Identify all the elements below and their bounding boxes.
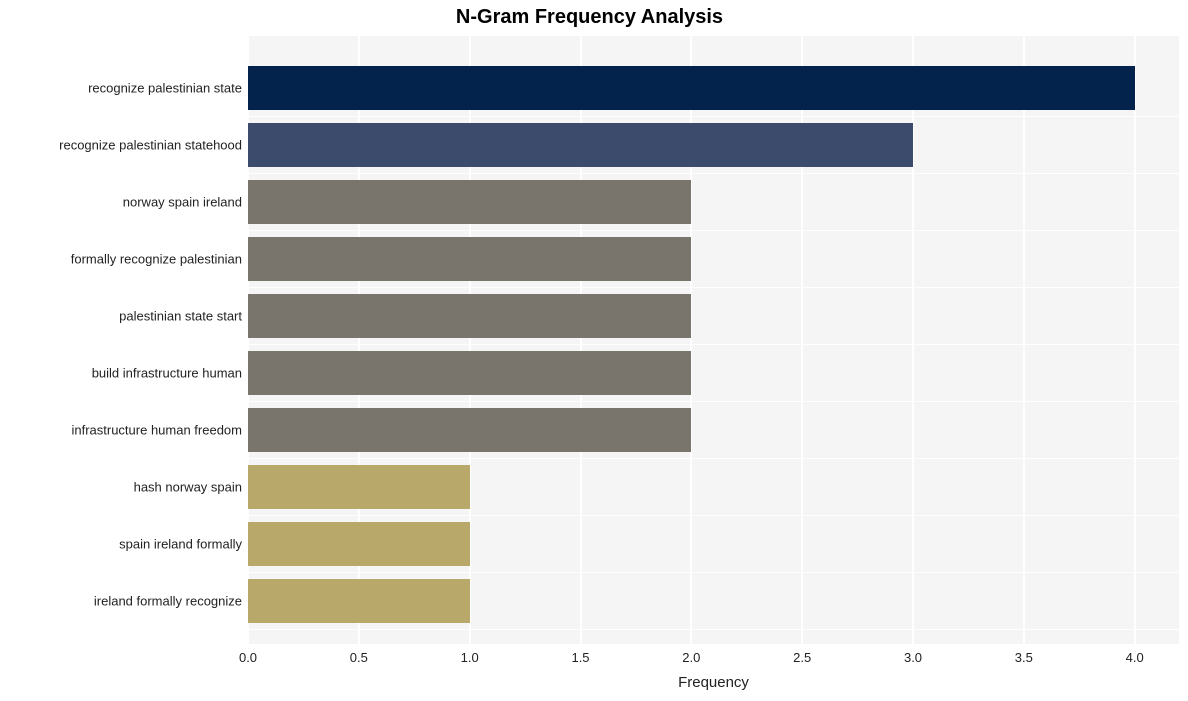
y-tick-label: hash norway spain: [134, 480, 242, 495]
y-tick-label: ireland formally recognize: [94, 594, 242, 609]
x-tick-label: 4.0: [1126, 650, 1144, 665]
y-tick-label: formally recognize palestinian: [71, 252, 242, 267]
x-axis-label: Frequency: [248, 674, 1179, 691]
plot-area: [248, 36, 1179, 644]
y-tick-label: build infrastructure human: [92, 366, 242, 381]
bar: [248, 123, 913, 167]
bar: [248, 66, 1135, 110]
x-tick-label: 3.0: [904, 650, 922, 665]
ngram-chart: N-Gram Frequency Analysis recognize pale…: [0, 0, 1188, 701]
plot-inner: [248, 36, 1179, 644]
x-tick-label: 0.0: [239, 650, 257, 665]
bar: [248, 294, 691, 338]
chart-title: N-Gram Frequency Analysis: [0, 6, 931, 29]
x-tick-label: 2.5: [793, 650, 811, 665]
y-axis-labels: recognize palestinian state recognize pal…: [0, 36, 242, 644]
x-axis-ticks: 0.00.51.01.52.02.53.03.54.0: [248, 650, 1179, 674]
gridline: [1134, 36, 1136, 644]
y-tick-label: infrastructure human freedom: [71, 423, 242, 438]
y-tick-label: palestinian state start: [119, 309, 242, 324]
bar: [248, 237, 691, 281]
bar: [248, 351, 691, 395]
y-tick-label: norway spain ireland: [123, 195, 242, 210]
y-tick-label: recognize palestinian state: [88, 81, 242, 96]
bar: [248, 180, 691, 224]
x-tick-label: 1.0: [461, 650, 479, 665]
x-tick-label: 2.0: [682, 650, 700, 665]
x-tick-label: 0.5: [350, 650, 368, 665]
x-tick-label: 1.5: [571, 650, 589, 665]
bar: [248, 579, 470, 623]
y-tick-label: spain ireland formally: [119, 537, 242, 552]
bar: [248, 408, 691, 452]
bar: [248, 465, 470, 509]
bar: [248, 522, 470, 566]
y-tick-label: recognize palestinian statehood: [59, 138, 242, 153]
plot-band: [248, 630, 1179, 645]
x-tick-label: 3.5: [1015, 650, 1033, 665]
gridline: [1023, 36, 1025, 644]
